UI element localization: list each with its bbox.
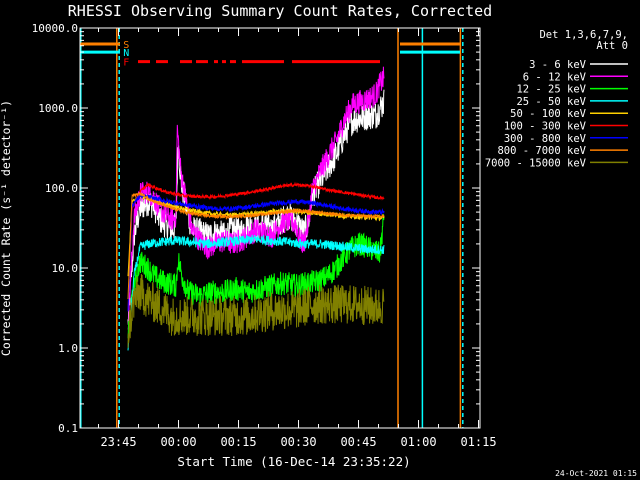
- x-axis-label: Start Time (16-Dec-14 23:35:22): [177, 454, 410, 469]
- series-line-3: [127, 234, 385, 351]
- flag-label-N: N: [123, 48, 129, 59]
- legend-label-8: 7000 - 15000 keV: [485, 157, 587, 169]
- series-line-8: [127, 274, 385, 348]
- series-line-7: [127, 192, 385, 300]
- plot-frame: [79, 27, 481, 429]
- legend-label-6: 300 - 800 keV: [504, 133, 587, 145]
- flag-lines: SNF: [80, 40, 460, 69]
- legend-label-1: 6 - 12 keV: [523, 71, 587, 83]
- legend-label-4: 50 - 100 keV: [510, 108, 587, 120]
- series-lines: [127, 66, 385, 351]
- legend-header-1: Att 0: [596, 40, 628, 52]
- y-tick-label-5: 0.1: [58, 422, 78, 435]
- legend-label-5: 100 - 300 keV: [504, 121, 587, 133]
- x-tick-label-0: 23:45: [100, 435, 136, 449]
- y-tick-label-1: 1000.0: [38, 102, 78, 115]
- x-tick-label-5: 01:00: [400, 435, 436, 449]
- legend-label-3: 25 - 50 keV: [516, 96, 586, 108]
- x-tick-label-4: 00:45: [340, 435, 376, 449]
- x-tick-label-2: 00:15: [220, 435, 256, 449]
- flag-label-F: F: [123, 58, 129, 69]
- x-tick-label-3: 00:30: [280, 435, 316, 449]
- footer-timestamp: 24-Oct-2021 01:15: [555, 469, 637, 478]
- series-line-5: [127, 181, 385, 311]
- legend-label-7: 800 - 7000 keV: [497, 145, 586, 157]
- x-tick-label-6: 01:15: [460, 435, 496, 449]
- series-line-2: [127, 213, 385, 339]
- y-tick-label-2: 100.0: [45, 182, 78, 195]
- y-axis-label: Corrected Count Rate (s⁻¹ detector⁻¹): [0, 100, 13, 356]
- legend-label-0: 3 - 6 keV: [529, 59, 587, 71]
- legend-label-2: 12 - 25 keV: [516, 84, 586, 96]
- series-line-6: [127, 193, 385, 312]
- y-tick-label-3: 10.0: [52, 262, 79, 275]
- chart-title: RHESSI Observing Summary Count Rates, Co…: [68, 2, 492, 20]
- axes: 10000.0 1000.0 100.0 10.0 1.0 0.1 23:45 00:00 00…: [32, 22, 497, 449]
- x-tick-label-1: 00:00: [160, 435, 196, 449]
- legend-header-0: Det 1,3,6,7,9,: [539, 29, 628, 41]
- flag-label-S: S: [123, 40, 129, 51]
- boundary-lines: [80, 28, 464, 428]
- y-tick-label-4: 1.0: [58, 342, 78, 355]
- y-tick-label-0: 10000.0: [32, 22, 78, 35]
